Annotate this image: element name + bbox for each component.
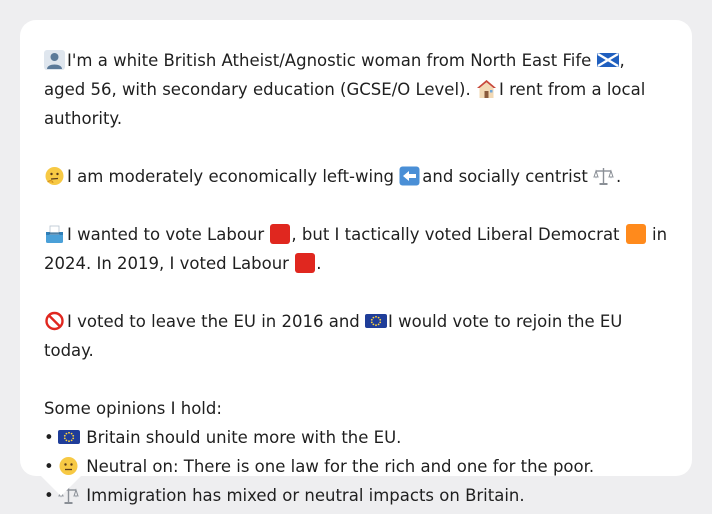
- demographics-paragraph: I'm a white British Atheist/Agnostic wom…: [44, 50, 646, 128]
- eu-flag-icon: [58, 427, 80, 447]
- thinking-face-icon: [44, 166, 65, 186]
- list-item: • Immigration has mixed or neutral impac…: [44, 481, 668, 510]
- balance-scale-icon: [593, 166, 614, 186]
- person-silhouette-icon: [44, 50, 65, 70]
- left-arrow-icon: [399, 166, 420, 186]
- speech-bubble-tail: [40, 475, 82, 496]
- neutral-face-icon: [58, 456, 79, 476]
- list-item: • Neutral on: There is one law for the r…: [44, 452, 668, 481]
- bullet: •: [44, 428, 54, 447]
- opinions-section: Some opinions I hold: • Britain sho: [44, 394, 668, 510]
- ballot-box-icon: [44, 224, 65, 244]
- ideology-paragraph: I am moderately economically left-wing a…: [44, 162, 668, 191]
- libdem-color-square-icon: [625, 224, 646, 244]
- scotland-flag-icon: [596, 50, 619, 70]
- prohibited-icon: [44, 311, 65, 331]
- list-item: • Britain should unite more with the EU.: [44, 423, 668, 452]
- labour-color-square-icon: [295, 253, 316, 273]
- house-icon: [476, 79, 497, 99]
- labour-color-square-icon: [270, 224, 291, 244]
- voting-paragraph: I wanted to vote Labour , but I tactical…: [44, 224, 668, 273]
- persona-card: I'm a white British Atheist/Agnostic wom…: [20, 20, 692, 505]
- bullet: •: [44, 457, 54, 476]
- eu-flag-icon: [365, 311, 388, 331]
- eu-paragraph: I voted to leave the EU in 2016 and I wo: [44, 311, 623, 360]
- opinions-heading: Some opinions I hold:: [44, 399, 222, 418]
